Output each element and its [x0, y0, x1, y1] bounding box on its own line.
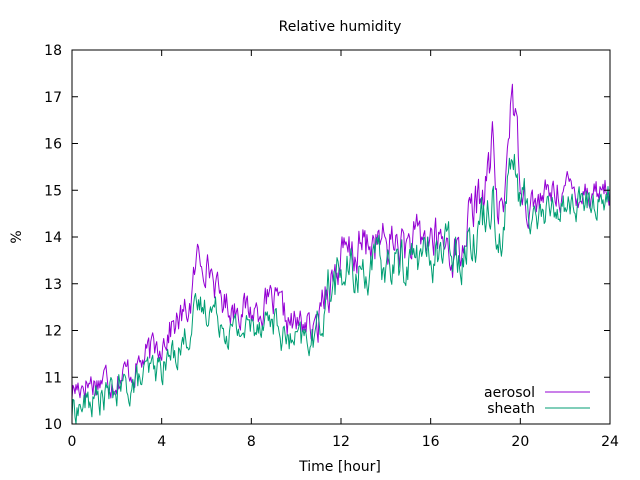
y-tick-label: 13	[44, 277, 62, 293]
y-tick-label: 17	[44, 90, 62, 106]
x-axis-label: Time [hour]	[298, 459, 381, 475]
legend-label-aerosol: aerosol	[484, 385, 535, 401]
y-tick-label: 11	[44, 370, 62, 386]
y-tick-label: 14	[44, 230, 62, 246]
x-tick-label: 12	[332, 434, 350, 450]
y-tick-label: 18	[44, 43, 62, 59]
series-layer	[71, 83, 611, 425]
series-line-sheath	[71, 153, 611, 425]
legend-label-sheath: sheath	[487, 401, 535, 417]
x-tick-label: 8	[247, 434, 256, 450]
chart-title: Relative humidity	[279, 19, 402, 35]
y-axis-label: %	[9, 230, 25, 243]
plot-frame	[71, 49, 611, 425]
y-tick-label: 10	[44, 417, 62, 433]
tick-labels-layer: 0 4 8 12 16 20 24 10 11 12 13 14 15 16 17 18	[44, 43, 619, 450]
x-tick-label: 24	[601, 434, 619, 450]
series-line-aerosol	[71, 83, 611, 401]
y-tick-label: 15	[44, 183, 62, 199]
ticks-layer	[71, 49, 611, 425]
y-tick-label: 16	[44, 137, 62, 153]
x-tick-label: 20	[511, 434, 529, 450]
x-tick-label: 16	[422, 434, 440, 450]
x-tick-label: 0	[68, 434, 77, 450]
y-tick-label: 12	[44, 324, 62, 340]
x-tick-label: 4	[157, 434, 166, 450]
